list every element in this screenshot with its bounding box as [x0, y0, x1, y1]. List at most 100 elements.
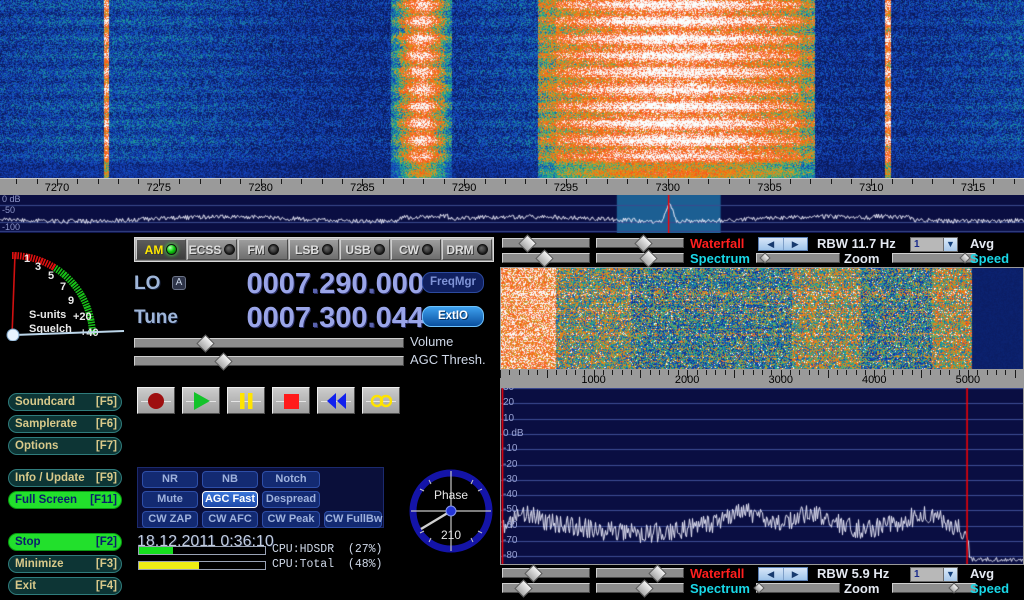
- extio-button[interactable]: ExtIO: [422, 306, 484, 327]
- slider-knob[interactable]: [639, 249, 658, 268]
- slider-knob[interactable]: [634, 234, 654, 253]
- dsp-button-nr[interactable]: NR: [142, 471, 198, 488]
- waterfall-step-arrows[interactable]: ◀ ▶: [758, 237, 808, 251]
- average-select[interactable]: 1 ▼: [910, 567, 958, 582]
- slider-knob[interactable]: [752, 582, 765, 594]
- slider-knob[interactable]: [518, 234, 537, 253]
- scale-tick: [565, 179, 567, 186]
- transport-record-button[interactable]: [137, 387, 175, 414]
- slider-zoom[interactable]: [752, 582, 840, 594]
- slider-zoom[interactable]: [756, 252, 840, 264]
- audio-scale-label: 1000: [581, 374, 606, 386]
- function-button-minimize[interactable]: Minimize [F3]: [8, 555, 122, 573]
- slider-knob[interactable]: [948, 582, 960, 594]
- lo-vfo-badge[interactable]: A: [172, 276, 186, 290]
- mode-button-drm[interactable]: DRM: [442, 239, 492, 260]
- mode-button-usb[interactable]: USB: [340, 239, 390, 260]
- chevron-down-icon[interactable]: ▼: [943, 238, 957, 251]
- slider-knob[interactable]: [514, 579, 533, 598]
- slider-agc-thresh[interactable]: [134, 352, 404, 371]
- audio-scale-tick: [958, 370, 960, 375]
- transport-play-button[interactable]: [182, 387, 220, 414]
- slider-wf-brightness[interactable]: [596, 234, 684, 253]
- lo-frequency-value[interactable]: 0007.290.000: [246, 268, 424, 300]
- waterfall-step-arrows[interactable]: ◀ ▶: [758, 567, 808, 581]
- frequency-manager-button[interactable]: FreqMgr: [422, 272, 484, 293]
- mode-button-am[interactable]: AM: [136, 239, 186, 260]
- dsp-button-despread[interactable]: Despread: [262, 491, 320, 508]
- slider-sp-brightness[interactable]: [596, 579, 684, 598]
- function-button-options[interactable]: Options [F7]: [8, 437, 122, 455]
- slider-speed[interactable]: [892, 582, 976, 594]
- s-meter-tick-9: 9: [68, 295, 74, 307]
- function-button-stop[interactable]: Stop [F2]: [8, 533, 122, 551]
- mode-led-icon: [422, 244, 433, 255]
- mode-button-cw[interactable]: CW: [391, 239, 441, 260]
- left-arrow-icon[interactable]: ◀: [759, 238, 784, 250]
- slider-sp-contrast[interactable]: [502, 579, 590, 598]
- transport-pause-button[interactable]: [227, 387, 265, 414]
- main-spectrum-display[interactable]: 0 dB -50 -100: [0, 195, 1024, 233]
- slider-wf-contrast[interactable]: [502, 234, 590, 253]
- tune-frequency-value[interactable]: 0007.300.044: [246, 302, 424, 334]
- mode-button-lsb[interactable]: LSB: [289, 239, 339, 260]
- audio-scale-tick: [995, 370, 997, 375]
- main-waterfall-display[interactable]: [0, 0, 1024, 178]
- slider-wf-contrast[interactable]: [502, 564, 590, 583]
- average-select[interactable]: 1 ▼: [910, 237, 958, 252]
- main-waterfall-canvas[interactable]: [0, 0, 1024, 178]
- audio-scale-tick: [921, 370, 923, 378]
- function-button-soundcard[interactable]: Soundcard [F5]: [8, 393, 122, 411]
- dsp-button-agc-fast[interactable]: AGC Fast: [202, 491, 258, 508]
- audio-frequency-scale[interactable]: 1000 2000 3000 4000 5000: [500, 370, 1024, 387]
- mode-button-ecss[interactable]: ECSS: [187, 239, 237, 260]
- tune-frequency-row[interactable]: Tune 0007.300.044: [134, 302, 424, 334]
- dsp-button-cw-peak[interactable]: CW Peak: [262, 511, 320, 528]
- function-button-samplerate[interactable]: Samplerate [F6]: [8, 415, 122, 433]
- dsp-button-nb[interactable]: NB: [202, 471, 258, 488]
- main-spectrum-canvas[interactable]: [0, 195, 1024, 233]
- slider-knob[interactable]: [535, 249, 554, 268]
- dsp-button-cw-zap[interactable]: CW ZAP: [142, 511, 198, 528]
- slider-knob[interactable]: [524, 564, 543, 583]
- main-frequency-scale[interactable]: 7270 7275 7280 7285 7290 7295 7300 7305 7310 7315: [0, 178, 1024, 195]
- squelch-slider[interactable]: [4, 323, 126, 341]
- mode-button-fm[interactable]: FM: [238, 239, 288, 260]
- slider-knob[interactable]: [195, 334, 215, 353]
- audio-spectrum-display[interactable]: 30 20 10 0 dB -10 -20 -30 -40 -50 -60 -70 -80: [500, 387, 1024, 565]
- slider-knob[interactable]: [214, 352, 234, 371]
- transport-rewind-button[interactable]: [317, 387, 355, 414]
- dsp-button-cw-fullbw[interactable]: CW FullBw: [324, 511, 382, 528]
- slider-volume[interactable]: [134, 334, 404, 353]
- audio-spectrum-canvas[interactable]: [501, 388, 1023, 564]
- dsp-button-mute[interactable]: Mute: [142, 491, 198, 508]
- function-button-shortcut: [F6]: [95, 418, 117, 430]
- mode-led-icon: [476, 244, 488, 255]
- transport-tape-button[interactable]: [362, 387, 400, 414]
- function-button-exit[interactable]: Exit [F4]: [8, 577, 122, 595]
- s-meter-squelch-label: Squelch: [29, 323, 72, 335]
- slider-knob[interactable]: [759, 252, 771, 264]
- slider-sp-brightness[interactable]: [596, 249, 684, 268]
- left-arrow-icon[interactable]: ◀: [759, 568, 784, 580]
- right-arrow-icon[interactable]: ▶: [791, 238, 799, 249]
- slider-sp-contrast[interactable]: [502, 249, 590, 268]
- dsp-button-notch[interactable]: Notch: [262, 471, 320, 488]
- chevron-down-icon[interactable]: ▼: [943, 568, 957, 581]
- audio-waterfall-canvas[interactable]: [501, 268, 1023, 369]
- mode-led-icon: [224, 244, 236, 255]
- function-button-full-screen[interactable]: Full Screen [F11]: [8, 491, 122, 509]
- transport-stop-button[interactable]: [272, 387, 310, 414]
- rewind-icon: [327, 392, 346, 409]
- function-button-info-update[interactable]: Info / Update [F9]: [8, 469, 122, 487]
- slider-wf-brightness[interactable]: [596, 564, 684, 583]
- dsp-button-panel: NR NB Notch Mute AGC Fast Despread CW ZAP CW AF…: [137, 467, 384, 528]
- lo-frequency-row[interactable]: LO A 0007.290.000: [134, 268, 424, 300]
- right-arrow-icon[interactable]: ▶: [791, 568, 799, 579]
- slider-knob[interactable]: [635, 579, 654, 598]
- slider-knob[interactable]: [648, 564, 667, 583]
- audio-waterfall-display[interactable]: [500, 267, 1024, 370]
- slider-speed[interactable]: [892, 252, 976, 264]
- dsp-button-cw-afc[interactable]: CW AFC: [202, 511, 258, 528]
